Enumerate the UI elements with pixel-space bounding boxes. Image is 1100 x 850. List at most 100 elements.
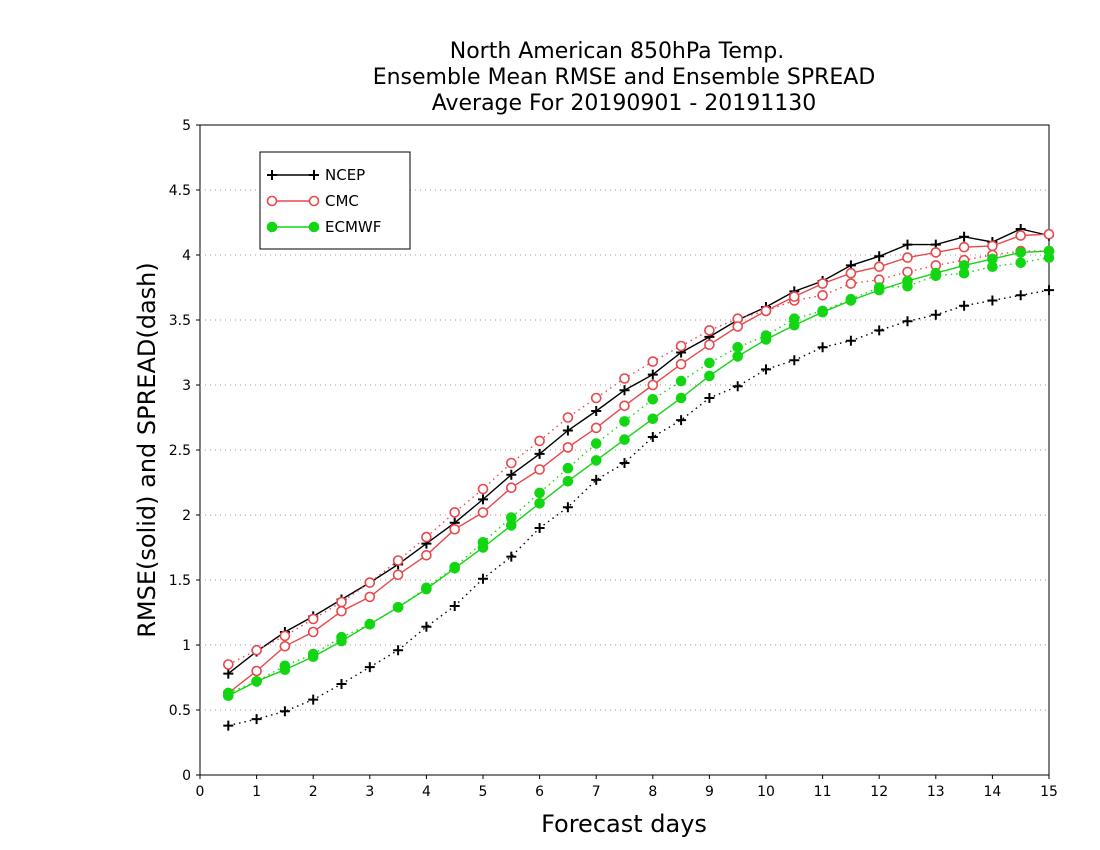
point-ncep-spread bbox=[930, 309, 941, 320]
x-tick-label: 12 bbox=[870, 784, 888, 800]
point-ecmwf-rmse bbox=[590, 455, 602, 466]
point-ecmwf-spread bbox=[562, 462, 574, 474]
point-ncep-spread bbox=[279, 706, 290, 717]
point-ncep-spread bbox=[534, 523, 545, 533]
point-ncep-rmse bbox=[647, 369, 658, 380]
legend-marker-ncep bbox=[309, 170, 319, 180]
legend-label-ecmwf: ECMWF bbox=[325, 218, 381, 236]
point-ncep-spread bbox=[789, 355, 800, 366]
point-ecmwf-rmse bbox=[307, 651, 319, 663]
point-ncep-spread bbox=[987, 295, 998, 306]
point-ncep-spread bbox=[732, 381, 743, 392]
y-tick-label: 5 bbox=[182, 118, 191, 134]
point-ncep-rmse bbox=[562, 425, 573, 436]
y-tick-label: 1.5 bbox=[169, 573, 191, 589]
point-ecmwf-rmse bbox=[930, 267, 942, 279]
chart-title-line-3: Average For 20190901 - 20191130 bbox=[432, 91, 817, 116]
x-tick-label: 6 bbox=[535, 784, 544, 800]
point-ecmwf-spread bbox=[534, 487, 545, 499]
point-ncep-spread bbox=[364, 662, 375, 673]
point-cmc-rmse bbox=[873, 261, 885, 273]
chart-title-line-1: North American 850hPa Temp. bbox=[450, 39, 785, 64]
point-cmc-rmse bbox=[647, 379, 659, 391]
y-axis-title: RMSE(solid) and SPREAD(dash) bbox=[133, 262, 161, 638]
point-ecmwf-rmse bbox=[760, 334, 772, 345]
x-tick-label: 1 bbox=[252, 784, 261, 800]
x-tick-label: 2 bbox=[309, 784, 318, 800]
point-cmc-spread bbox=[336, 596, 347, 608]
legend-label-ncep: NCEP bbox=[325, 166, 365, 184]
legend-label-cmc: CMC bbox=[325, 192, 359, 210]
x-tick-label: 0 bbox=[196, 784, 205, 800]
point-ecmwf-rmse bbox=[223, 690, 234, 702]
point-ncep-spread bbox=[251, 714, 262, 725]
point-ncep-spread bbox=[1015, 290, 1026, 301]
point-cmc-rmse bbox=[477, 507, 489, 518]
point-cmc-spread bbox=[590, 392, 602, 404]
point-cmc-rmse bbox=[449, 523, 461, 535]
point-ecmwf-rmse bbox=[675, 392, 687, 404]
point-cmc-rmse bbox=[505, 482, 517, 494]
x-tick-label: 4 bbox=[422, 784, 431, 800]
legend-marker-ncep bbox=[267, 170, 277, 180]
point-cmc-rmse bbox=[845, 267, 857, 279]
point-cmc-spread bbox=[392, 555, 404, 566]
line-cmc-spread bbox=[227, 250, 1049, 666]
point-ecmwf-rmse bbox=[845, 295, 857, 306]
point-ecmwf-rmse bbox=[449, 563, 461, 574]
point-ncep-spread bbox=[223, 720, 234, 731]
point-cmc-rmse bbox=[590, 422, 602, 434]
point-ncep-spread bbox=[704, 393, 715, 403]
x-tick-label: 15 bbox=[1040, 784, 1058, 800]
point-cmc-spread bbox=[477, 483, 489, 495]
point-cmc-rmse bbox=[279, 640, 291, 652]
point-ecmwf-rmse bbox=[421, 583, 432, 595]
point-cmc-rmse bbox=[364, 591, 376, 603]
gridlines bbox=[200, 189, 1049, 711]
y-tick-label: 4 bbox=[182, 248, 191, 264]
point-ecmwf-rmse bbox=[789, 319, 800, 331]
point-cmc-spread bbox=[817, 289, 828, 301]
point-ecmwf-rmse bbox=[704, 370, 715, 382]
point-ncep-rmse bbox=[506, 469, 517, 480]
point-cmc-rmse bbox=[1043, 228, 1055, 240]
line-ncep-spread bbox=[228, 289, 1050, 727]
point-ncep-rmse bbox=[534, 448, 545, 459]
point-ncep-spread bbox=[449, 601, 460, 611]
point-cmc-spread bbox=[505, 457, 517, 469]
x-tick-label: 7 bbox=[592, 784, 601, 800]
x-tick-label: 10 bbox=[757, 784, 775, 800]
point-cmc-spread bbox=[534, 435, 545, 447]
point-ecmwf-spread bbox=[647, 394, 659, 405]
point-ncep-spread bbox=[393, 645, 404, 656]
x-tick-label: 8 bbox=[648, 784, 657, 800]
y-tick-label: 2 bbox=[182, 508, 191, 524]
point-cmc-spread bbox=[279, 630, 291, 642]
point-ecmwf-rmse bbox=[902, 275, 913, 287]
point-cmc-rmse bbox=[760, 305, 772, 317]
legend-marker-cmc bbox=[308, 195, 320, 207]
legend-marker-ecmwf bbox=[308, 221, 320, 233]
point-ecmwf-rmse bbox=[336, 635, 347, 647]
point-ncep-rmse bbox=[619, 385, 630, 396]
point-cmc-spread bbox=[647, 356, 659, 367]
point-cmc-spread bbox=[449, 507, 461, 518]
series-layer bbox=[223, 224, 1055, 731]
point-ncep-rmse bbox=[478, 494, 488, 505]
series-ncep bbox=[223, 224, 1054, 731]
series-ecmwf bbox=[223, 245, 1055, 702]
point-ecmwf-rmse bbox=[392, 602, 404, 613]
x-tick-label: 5 bbox=[479, 784, 488, 800]
point-cmc-rmse bbox=[336, 605, 347, 617]
x-tick-label: 14 bbox=[983, 784, 1001, 800]
point-cmc-rmse bbox=[788, 291, 800, 302]
point-ecmwf-spread bbox=[1015, 257, 1027, 269]
line-ecmwf-rmse bbox=[227, 250, 1050, 697]
point-ecmwf-rmse bbox=[364, 618, 376, 630]
x-tick-label: 11 bbox=[814, 784, 832, 800]
x-tick-label: 13 bbox=[927, 784, 945, 800]
point-cmc-spread bbox=[421, 531, 432, 543]
y-tick-label: 0.5 bbox=[169, 703, 191, 719]
legend: NCEP CMC ECMWF bbox=[259, 151, 411, 250]
point-cmc-rmse bbox=[902, 252, 913, 263]
